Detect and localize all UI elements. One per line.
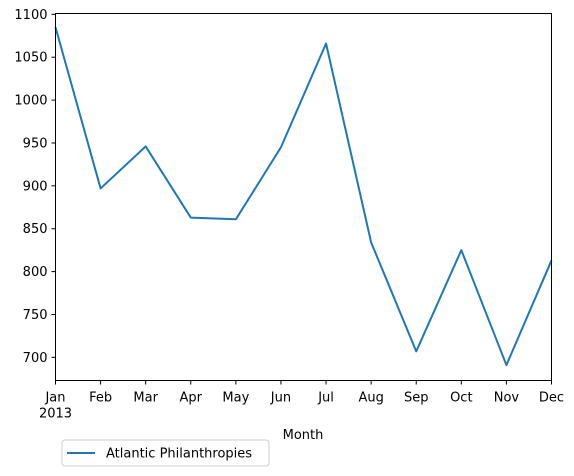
x-tick-label-jul: Jul — [317, 391, 334, 406]
y-tick-label-850: 850 — [23, 222, 48, 237]
x-axis-ticks: Jan Feb Mar Apr May Jun Jul Aug Sep Oct Nov Dec — [44, 380, 564, 406]
series-line-0 — [54, 26, 553, 367]
legend-box — [61, 439, 270, 467]
x-tick-year-label: 2013 — [39, 407, 72, 422]
x-tick-label-sep: Sep — [404, 391, 429, 406]
x-tick-label-jun: Jun — [270, 391, 291, 406]
y-axis-ticks: 700 750 800 850 900 950 1000 1050 1100 — [14, 8, 56, 366]
y-tick-label-750: 750 — [23, 308, 48, 323]
x-tick-label-mar: Mar — [133, 391, 158, 406]
y-tick-label-1100: 1100 — [14, 8, 47, 23]
legend: Atlantic Philanthropies — [61, 439, 270, 467]
x-tick-label-aug: Aug — [358, 391, 383, 406]
x-tick-label-apr: Apr — [180, 391, 203, 406]
x-tick-label-oct: Oct — [450, 391, 472, 406]
x-tick-label-feb: Feb — [89, 391, 112, 406]
y-tick-label-950: 950 — [23, 136, 48, 151]
y-tick-label-1050: 1050 — [14, 51, 47, 66]
y-tick-label-700: 700 — [23, 351, 48, 366]
legend-label-atlantic-philanthropies: Atlantic Philanthropies — [106, 447, 252, 462]
x-tick-label-may: May — [222, 391, 249, 406]
x-tick-label-nov: Nov — [494, 391, 520, 406]
y-tick-label-800: 800 — [23, 265, 48, 280]
x-tick-label-jan: Jan — [44, 391, 65, 406]
x-axis-label: Month — [283, 428, 324, 443]
x-tick-label-dec: Dec — [539, 391, 564, 406]
plot-area-frame — [55, 13, 552, 381]
y-tick-label-900: 900 — [23, 179, 48, 194]
y-tick-label-1000: 1000 — [14, 94, 47, 109]
